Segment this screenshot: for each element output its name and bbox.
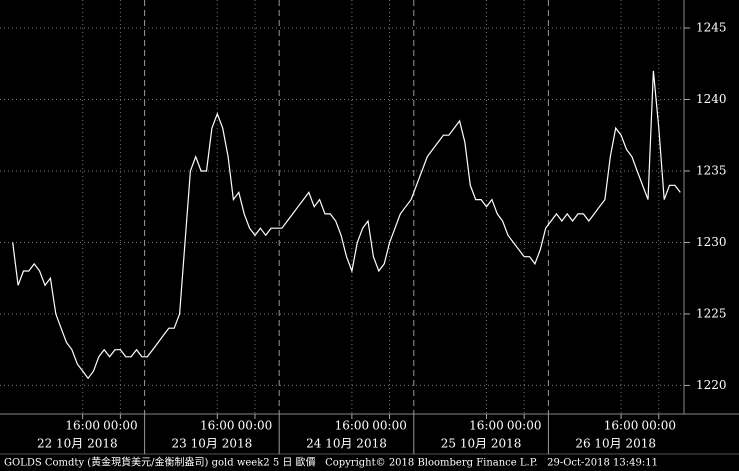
date-label: 23 10月 2018 <box>172 437 253 451</box>
y-tick-label: 1230 <box>696 235 727 249</box>
x-tick-label: 00:00 <box>507 419 542 433</box>
y-tick-label: 1245 <box>696 21 727 35</box>
y-tick-label: 1225 <box>696 306 727 320</box>
x-tick-label: 16:00 <box>469 419 504 433</box>
price-line <box>12 70 681 380</box>
date-label: 24 10月 2018 <box>306 437 387 451</box>
y-tick-label: 1220 <box>696 378 727 392</box>
x-tick-label: 00:00 <box>641 419 676 433</box>
x-tick-label: 16:00 <box>65 419 100 433</box>
x-tick-label: 00:00 <box>372 419 407 433</box>
x-tick-label: 00:00 <box>103 419 138 433</box>
x-tick-label: 16:00 <box>335 419 370 433</box>
date-label: 26 10月 2018 <box>575 437 656 451</box>
y-tick-label: 1240 <box>696 92 727 106</box>
x-tick-label: 16:00 <box>200 419 235 433</box>
x-tick-label: 00:00 <box>238 419 273 433</box>
footer: GOLDS Comdty (黄金現貨美元/金衡制盎司) gold week2 5… <box>4 456 658 469</box>
date-label: 22 10月 2018 <box>37 437 118 451</box>
x-tick-label: 16:00 <box>604 419 639 433</box>
y-tick-label: 1235 <box>696 163 727 177</box>
date-label: 25 10月 2018 <box>441 437 522 451</box>
